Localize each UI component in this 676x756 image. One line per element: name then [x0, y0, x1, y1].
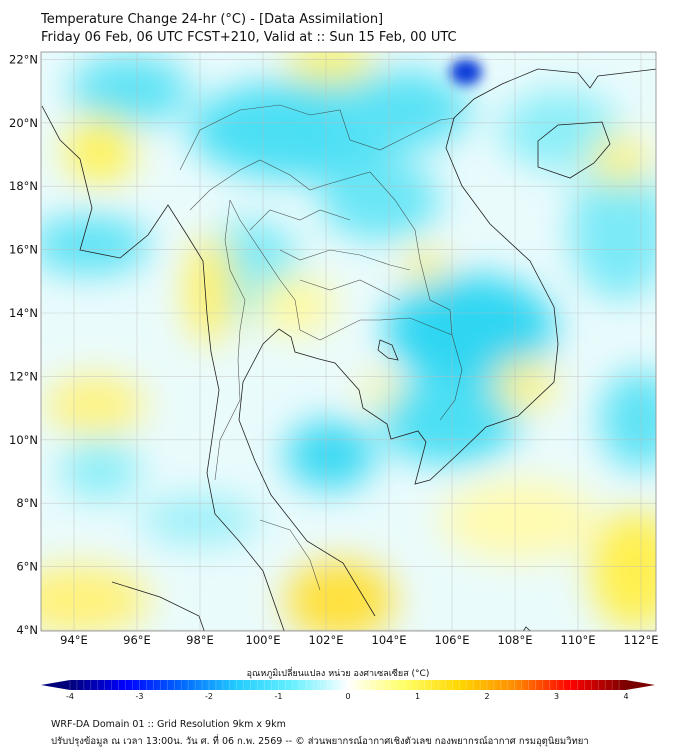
lon-label: 102°E	[309, 633, 344, 647]
temperature-change-map: 4°N 6°N 8°N 10°N 12°N 14°N 16°N 18°N 20°N 22°N 94…	[9, 51, 658, 700]
lat-label: 16°N	[9, 243, 38, 257]
colorbar-max-arrow	[626, 680, 655, 690]
temperature-field	[41, 52, 656, 631]
colorbar-tick: -2	[205, 692, 213, 700]
lon-label: 100°E	[246, 633, 281, 647]
lon-label: 96°E	[123, 633, 151, 647]
lon-label: 104°E	[372, 633, 407, 647]
lon-label: 98°E	[186, 633, 214, 647]
map-frame	[40, 51, 657, 632]
graticule	[41, 52, 656, 631]
colorbar-title: อุณหภูมิเปลี่ยนแปลง หน่วย องศาเซลเซียส (…	[246, 669, 430, 679]
lon-label: 112°E	[624, 633, 659, 647]
lat-label: 8°N	[16, 496, 38, 510]
colorbar-tick: 1	[415, 692, 420, 700]
colorbar-tick: 0	[345, 692, 350, 700]
colorbar-tick: 3	[554, 692, 559, 700]
colorbar-tick: -3	[136, 692, 144, 700]
country-borders	[179, 104, 463, 591]
map-subtitle: Friday 06 Feb, 06 UTC FCST+210, Valid at…	[41, 30, 457, 45]
coastline	[41, 68, 656, 631]
lat-label: 6°N	[16, 560, 38, 574]
lat-label: 14°N	[9, 306, 38, 320]
lat-label: 4°N	[16, 623, 38, 637]
lat-label: 20°N	[9, 116, 38, 130]
lat-label: 18°N	[9, 179, 38, 193]
lat-label: 12°N	[9, 369, 38, 383]
lat-label: 10°N	[9, 433, 38, 447]
footer-model-info: WRF-DA Domain 01 :: Grid Resolution 9km …	[51, 719, 286, 730]
colorbar-min-arrow	[41, 680, 70, 690]
colorbar-gradient	[70, 680, 626, 690]
colorbar-tick: -4	[66, 692, 74, 700]
footer-credit: ปรับปรุงข้อมูล ณ เวลา 13:00น. วัน ศ. ที่…	[51, 736, 589, 747]
colorbar-tick: 2	[484, 692, 489, 700]
lat-label: 22°N	[9, 52, 38, 66]
lon-label: 106°E	[435, 633, 470, 647]
lon-label: 108°E	[498, 633, 533, 647]
colorbar: -4 -3 -2 -1 0 1 2 3 4	[41, 680, 655, 700]
map-title: Temperature Change 24-hr (°C) - [Data As…	[41, 12, 384, 27]
longitude-labels: 94°E 96°E 98°E 100°E 102°E 104°E 106°E 108°E 110…	[60, 633, 658, 647]
colorbar-tick: 4	[623, 692, 628, 700]
colorbar-tick: -1	[275, 692, 283, 700]
latitude-labels: 4°N 6°N 8°N 10°N 12°N 14°N 16°N 18°N 20°N 22°N	[9, 52, 38, 637]
lon-label: 110°E	[561, 633, 596, 647]
lon-label: 94°E	[60, 633, 88, 647]
